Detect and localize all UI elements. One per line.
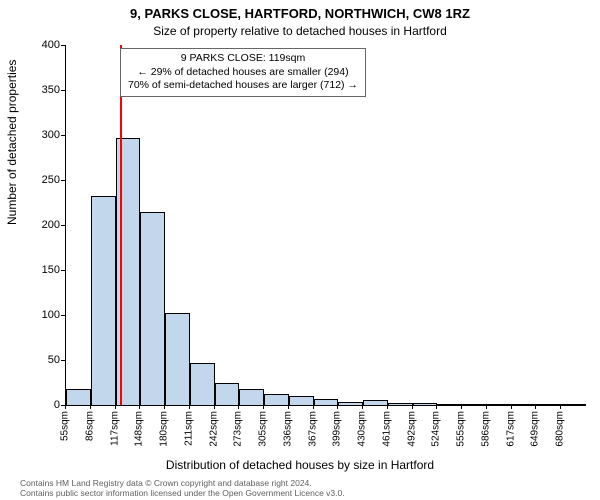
histogram-bar [165, 313, 190, 405]
x-tick-mark [436, 405, 437, 409]
y-tick-label: 400 [30, 39, 60, 51]
x-tick-mark [189, 405, 190, 409]
histogram-bar [239, 389, 264, 405]
histogram-bar [561, 404, 586, 405]
histogram-bar [66, 389, 91, 405]
x-tick-label: 86sqm [84, 411, 95, 441]
y-tick-mark [61, 270, 65, 271]
x-tick-label: 148sqm [134, 411, 145, 447]
x-tick-mark [535, 405, 536, 409]
y-tick-label: 150 [30, 264, 60, 276]
histogram-bar [91, 196, 116, 405]
y-tick-label: 50 [30, 354, 60, 366]
x-tick-mark [288, 405, 289, 409]
histogram-bar [338, 402, 363, 405]
x-tick-mark [337, 405, 338, 409]
legend-line-3: 70% of semi-detached houses are larger (… [128, 79, 358, 93]
x-tick-mark [461, 405, 462, 409]
histogram-bar [314, 399, 339, 405]
y-tick-mark [61, 90, 65, 91]
x-tick-label: 180sqm [159, 411, 170, 447]
chart-container: 9, PARKS CLOSE, HARTFORD, NORTHWICH, CW8… [0, 0, 600, 500]
y-tick-mark [61, 135, 65, 136]
x-tick-label: 461sqm [381, 411, 392, 447]
x-tick-mark [560, 405, 561, 409]
x-tick-label: 680sqm [555, 411, 566, 447]
y-tick-mark [61, 225, 65, 226]
x-tick-mark [412, 405, 413, 409]
x-tick-label: 367sqm [307, 411, 318, 447]
y-tick-label: 100 [30, 309, 60, 321]
x-tick-label: 399sqm [332, 411, 343, 447]
histogram-bar [363, 400, 388, 405]
source-line-1: Contains HM Land Registry data © Crown c… [20, 478, 345, 488]
x-tick-label: 524sqm [431, 411, 442, 447]
x-tick-label: 649sqm [530, 411, 541, 447]
x-tick-mark [387, 405, 388, 409]
histogram-bar [215, 383, 240, 405]
x-tick-mark [238, 405, 239, 409]
property-marker-line [120, 45, 122, 405]
x-tick-label: 555sqm [456, 411, 467, 447]
legend-line-2: ← 29% of detached houses are smaller (29… [128, 66, 358, 80]
y-tick-mark [61, 315, 65, 316]
histogram-bar [437, 404, 462, 405]
y-tick-label: 300 [30, 129, 60, 141]
histogram-bar [289, 396, 314, 405]
histogram-bar [190, 363, 215, 405]
histogram-bar [413, 403, 438, 405]
x-tick-label: 273sqm [233, 411, 244, 447]
x-tick-mark [313, 405, 314, 409]
x-tick-mark [511, 405, 512, 409]
x-tick-label: 211sqm [183, 411, 194, 446]
x-tick-mark [90, 405, 91, 409]
x-tick-label: 242sqm [208, 411, 219, 447]
y-axis-label: Number of detached properties [5, 60, 19, 225]
x-tick-label: 117sqm [109, 411, 120, 446]
x-tick-mark [139, 405, 140, 409]
x-tick-mark [486, 405, 487, 409]
y-tick-mark [61, 180, 65, 181]
x-tick-mark [65, 405, 66, 409]
x-tick-mark [164, 405, 165, 409]
source-line-2: Contains public sector information licen… [20, 488, 345, 498]
legend-box: 9 PARKS CLOSE: 119sqm ← 29% of detached … [120, 48, 366, 97]
histogram-bar [512, 404, 537, 405]
x-tick-label: 586sqm [480, 411, 491, 447]
x-tick-label: 430sqm [357, 411, 368, 447]
histogram-bar [388, 403, 413, 405]
plot-area [65, 45, 586, 406]
x-axis-label: Distribution of detached houses by size … [0, 458, 600, 472]
y-tick-mark [61, 360, 65, 361]
x-tick-label: 336sqm [282, 411, 293, 447]
x-tick-label: 617sqm [505, 411, 516, 447]
x-tick-label: 305sqm [258, 411, 269, 447]
y-tick-label: 200 [30, 219, 60, 231]
y-tick-label: 250 [30, 174, 60, 186]
x-tick-mark [214, 405, 215, 409]
chart-title-main: 9, PARKS CLOSE, HARTFORD, NORTHWICH, CW8… [0, 6, 600, 21]
x-tick-mark [362, 405, 363, 409]
legend-line-1: 9 PARKS CLOSE: 119sqm [128, 52, 358, 66]
histogram-bar [264, 394, 289, 405]
histogram-bar [462, 404, 487, 405]
source-attribution: Contains HM Land Registry data © Crown c… [20, 478, 345, 498]
y-tick-mark [61, 45, 65, 46]
y-tick-label: 0 [30, 399, 60, 411]
x-tick-label: 55sqm [60, 411, 71, 441]
histogram-bar [536, 404, 561, 405]
histogram-bar [140, 212, 165, 405]
x-tick-mark [263, 405, 264, 409]
x-tick-mark [115, 405, 116, 409]
x-tick-label: 492sqm [406, 411, 417, 447]
histogram-bar [487, 404, 512, 405]
y-tick-label: 350 [30, 84, 60, 96]
chart-title-sub: Size of property relative to detached ho… [0, 24, 600, 38]
